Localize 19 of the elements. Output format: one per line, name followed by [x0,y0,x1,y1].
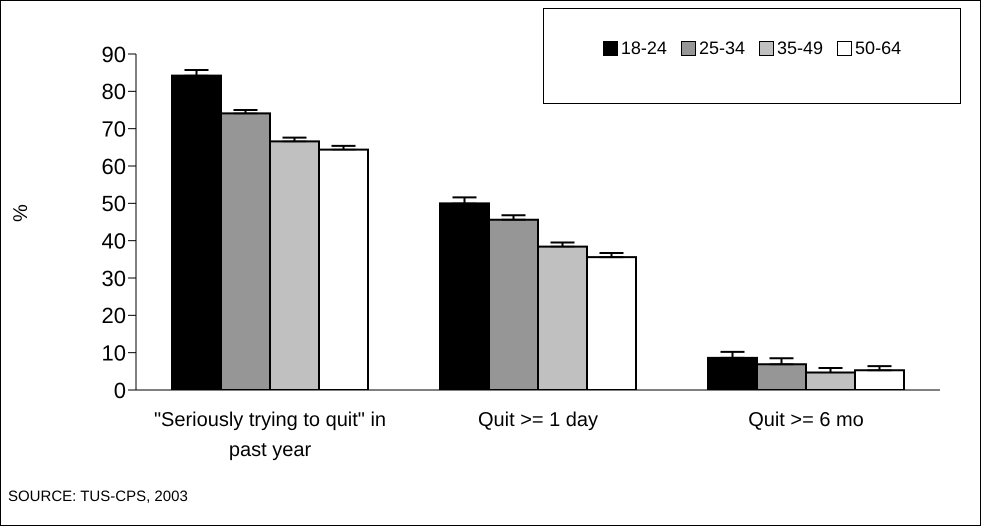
y-tick-label: 10 [102,340,126,366]
y-tick-label: 20 [102,303,126,328]
legend-label: 50-64 [855,38,902,59]
x-tick-label: Quit >= 1 day [478,409,598,432]
y-tick-label: 90 [102,42,126,67]
source-note: SOURCE: TUS-CPS, 2003 [8,488,188,505]
y-tick-label: 80 [102,79,126,104]
y-tick-label: 40 [102,228,126,254]
y-tick-label: 0 [114,378,126,403]
y-tick-label: 50 [102,191,126,216]
y-tick-label: 70 [102,116,126,142]
legend-label: 35-49 [777,38,824,59]
y-tick-label: 30 [102,266,126,291]
y-axis-title: % [10,204,32,222]
legend-label: 18-24 [620,38,667,59]
y-tick-label: 60 [102,154,126,179]
x-tick-label: "Seriously trying to quit" in past year [154,409,386,462]
legend-label: 25-34 [698,38,745,59]
x-tick-label: Quit >= 6 mo [748,409,864,432]
